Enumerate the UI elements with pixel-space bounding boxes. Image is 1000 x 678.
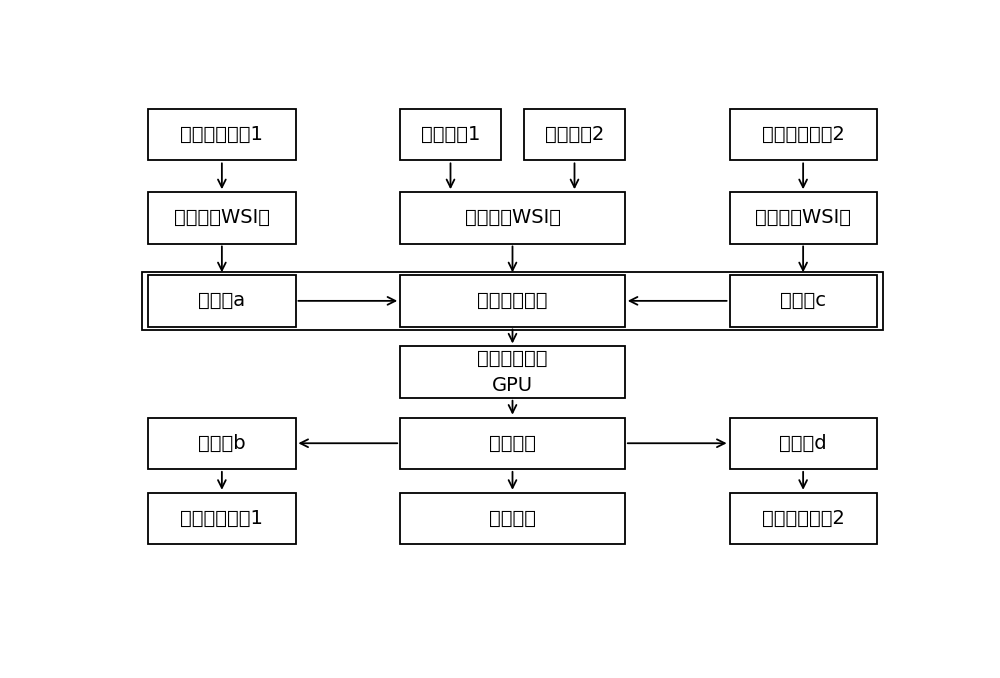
Text: 外地医院医生2: 外地医院医生2: [762, 509, 845, 528]
Text: 路由器b: 路由器b: [198, 434, 246, 453]
Bar: [400, 192, 625, 243]
Text: 本院医生: 本院医生: [489, 509, 536, 528]
Bar: [524, 109, 625, 161]
Bar: [148, 192, 296, 243]
Bar: [400, 493, 625, 544]
Bar: [730, 192, 877, 243]
Text: 路由器d: 路由器d: [779, 434, 827, 453]
Text: 外地医院玻片2: 外地医院玻片2: [762, 125, 845, 144]
Text: 本院玻片1: 本院玻片1: [421, 125, 480, 144]
Text: 数字化（WSI）: 数字化（WSI）: [755, 208, 851, 227]
Text: 结果展示: 结果展示: [489, 434, 536, 453]
Text: 外地医院玻片1: 外地医院玻片1: [180, 125, 263, 144]
Bar: [148, 493, 296, 544]
Bar: [142, 272, 883, 330]
Bar: [730, 109, 877, 161]
Text: 路由器a: 路由器a: [198, 292, 245, 311]
Text: 外地医院医生1: 外地医院医生1: [180, 509, 263, 528]
Bar: [400, 346, 625, 398]
Text: 自动切图模块: 自动切图模块: [477, 292, 548, 311]
Bar: [400, 275, 625, 327]
Bar: [400, 109, 501, 161]
Text: 数字化（WSI）: 数字化（WSI）: [174, 208, 270, 227]
Text: 数字化（WSI）: 数字化（WSI）: [464, 208, 560, 227]
Bar: [730, 275, 877, 327]
Text: 深度学习模型
GPU: 深度学习模型 GPU: [477, 349, 548, 395]
Text: 路由器c: 路由器c: [780, 292, 826, 311]
Bar: [148, 109, 296, 161]
Bar: [730, 493, 877, 544]
Text: 本院玻片2: 本院玻片2: [545, 125, 604, 144]
Bar: [730, 418, 877, 469]
Bar: [148, 275, 296, 327]
Bar: [400, 418, 625, 469]
Bar: [148, 418, 296, 469]
